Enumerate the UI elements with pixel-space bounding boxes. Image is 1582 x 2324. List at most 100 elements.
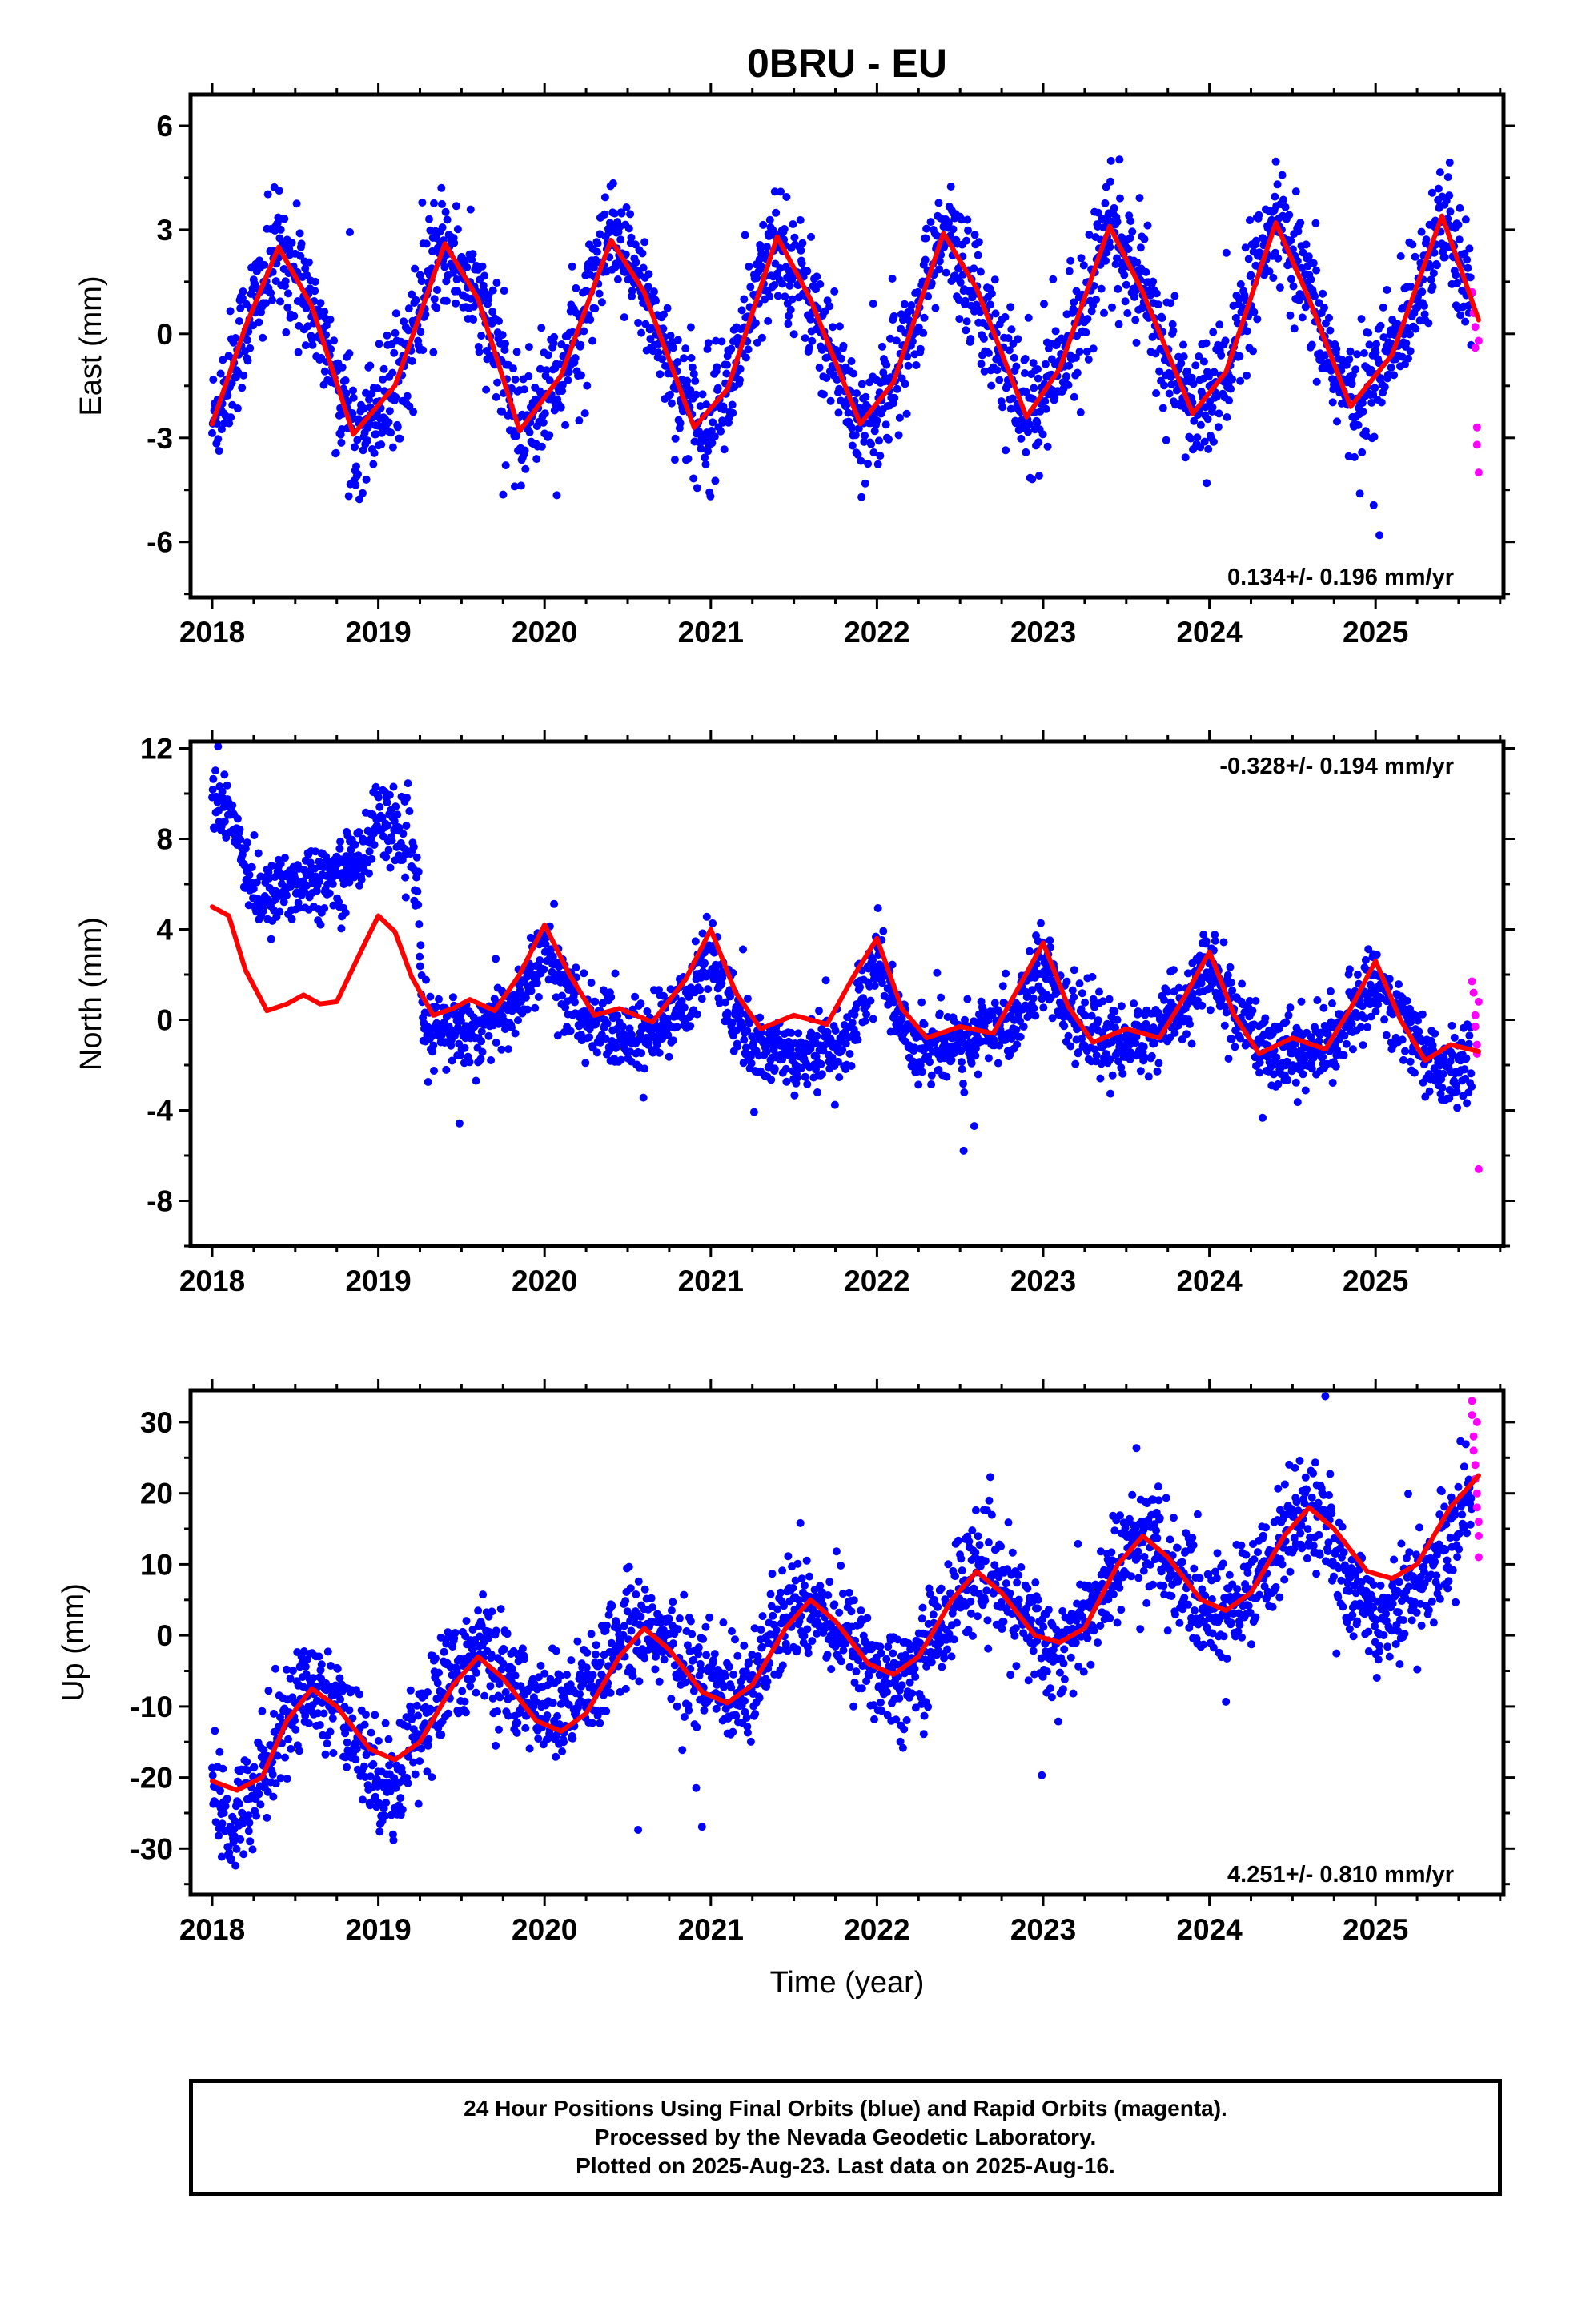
north-data-point — [306, 858, 315, 867]
north-data-point — [399, 830, 408, 838]
north-data-point — [267, 935, 275, 943]
east-data-point — [1252, 236, 1260, 245]
east-data-point — [878, 342, 886, 351]
north-data-point — [958, 1065, 966, 1074]
north-data-point — [1358, 1002, 1367, 1011]
north-data-point — [1078, 989, 1086, 998]
north-data-point — [1064, 1031, 1073, 1040]
east-data-point — [940, 243, 949, 251]
up-data-point — [211, 1818, 220, 1827]
east-data-point — [223, 391, 232, 400]
east-data-point — [1404, 354, 1412, 363]
east-rapid-point — [1471, 344, 1480, 352]
north-data-point — [355, 881, 363, 890]
north-data-point — [1095, 987, 1103, 996]
north-data-point — [1227, 1035, 1236, 1043]
north-data-point — [830, 1100, 839, 1109]
north-data-point — [817, 1059, 825, 1068]
east-data-point — [1376, 321, 1385, 330]
east-model-curve — [210, 213, 1481, 437]
east-data-point — [1377, 374, 1386, 383]
east-data-point — [860, 437, 869, 446]
east-data-point — [227, 379, 236, 388]
north-data-point — [1026, 947, 1034, 955]
north-data-point — [1380, 1015, 1389, 1024]
north-data-point — [370, 841, 379, 849]
north-data-point — [1031, 1011, 1040, 1020]
north-data-point — [1039, 1003, 1048, 1012]
east-data-point — [214, 435, 223, 444]
north-data-point — [345, 878, 354, 887]
east-data-point — [1030, 384, 1038, 392]
east-data-point — [1089, 344, 1098, 353]
east-data-point — [1377, 398, 1386, 407]
east-data-point — [869, 448, 878, 456]
north-data-point — [698, 929, 707, 938]
north-data-point — [395, 823, 404, 832]
north-data-point — [275, 907, 284, 916]
east-data-point — [590, 263, 598, 272]
north-data-point — [386, 863, 395, 872]
east-data-point — [853, 389, 861, 398]
east-data-point — [373, 384, 382, 392]
east-data-point — [1359, 349, 1368, 357]
north-data-point — [220, 770, 229, 779]
east-data-point — [1424, 319, 1433, 328]
east-data-point — [520, 446, 529, 455]
east-data-point — [1041, 397, 1050, 405]
east-data-point — [1445, 158, 1454, 167]
east-data-point — [934, 199, 943, 207]
east-data-point — [408, 356, 416, 365]
east-data-point — [830, 287, 839, 296]
east-data-point — [895, 413, 904, 422]
east-data-point — [644, 283, 652, 292]
east-data-point — [711, 476, 720, 485]
east-data-point — [571, 354, 580, 362]
east-data-point — [921, 255, 930, 264]
north-data-point — [1462, 1054, 1471, 1063]
north-data-point — [1299, 1070, 1307, 1079]
north-data-point — [1160, 995, 1169, 1004]
north-data-point — [387, 836, 396, 845]
east-data-point — [1383, 370, 1392, 379]
east-data-point — [1214, 423, 1223, 432]
north-data-point — [625, 1024, 634, 1033]
east-data-point — [987, 289, 996, 298]
east-data-point — [796, 215, 805, 224]
north-data-point — [1117, 1002, 1126, 1011]
east-data-point — [1082, 328, 1090, 336]
east-data-point — [1406, 330, 1414, 339]
east-data-point — [974, 238, 983, 247]
east-data-point — [723, 360, 731, 369]
north-data-point — [1248, 1007, 1257, 1015]
north-data-point — [1068, 986, 1077, 995]
east-data-point — [552, 491, 561, 500]
east-data-point — [764, 316, 773, 325]
east-data-point — [1168, 320, 1177, 328]
north-final-points — [208, 742, 1483, 1173]
east-data-point — [1133, 258, 1142, 267]
east-data-point — [701, 460, 710, 468]
north-data-point — [1453, 1104, 1462, 1112]
north-x-tick-label: 2020 — [512, 1265, 577, 1297]
east-data-point — [1021, 355, 1030, 363]
north-data-point — [937, 993, 946, 1002]
north-data-point — [456, 1016, 465, 1025]
north-data-point — [613, 1011, 622, 1020]
east-data-point — [861, 479, 869, 488]
north-data-point — [643, 1007, 652, 1015]
east-data-point — [349, 386, 357, 395]
north-data-point — [1438, 1084, 1447, 1092]
east-data-point — [422, 239, 431, 248]
east-data-point — [1196, 443, 1205, 452]
east-data-point — [430, 199, 438, 207]
east-data-point — [558, 380, 567, 389]
east-data-point — [727, 344, 736, 353]
east-data-point — [935, 265, 944, 274]
north-data-point — [715, 999, 724, 1007]
east-data-point — [1108, 303, 1116, 312]
north-data-point — [1189, 989, 1197, 998]
north-data-point — [492, 955, 500, 963]
east-data-point — [1135, 194, 1144, 203]
east-data-point — [1275, 283, 1284, 292]
